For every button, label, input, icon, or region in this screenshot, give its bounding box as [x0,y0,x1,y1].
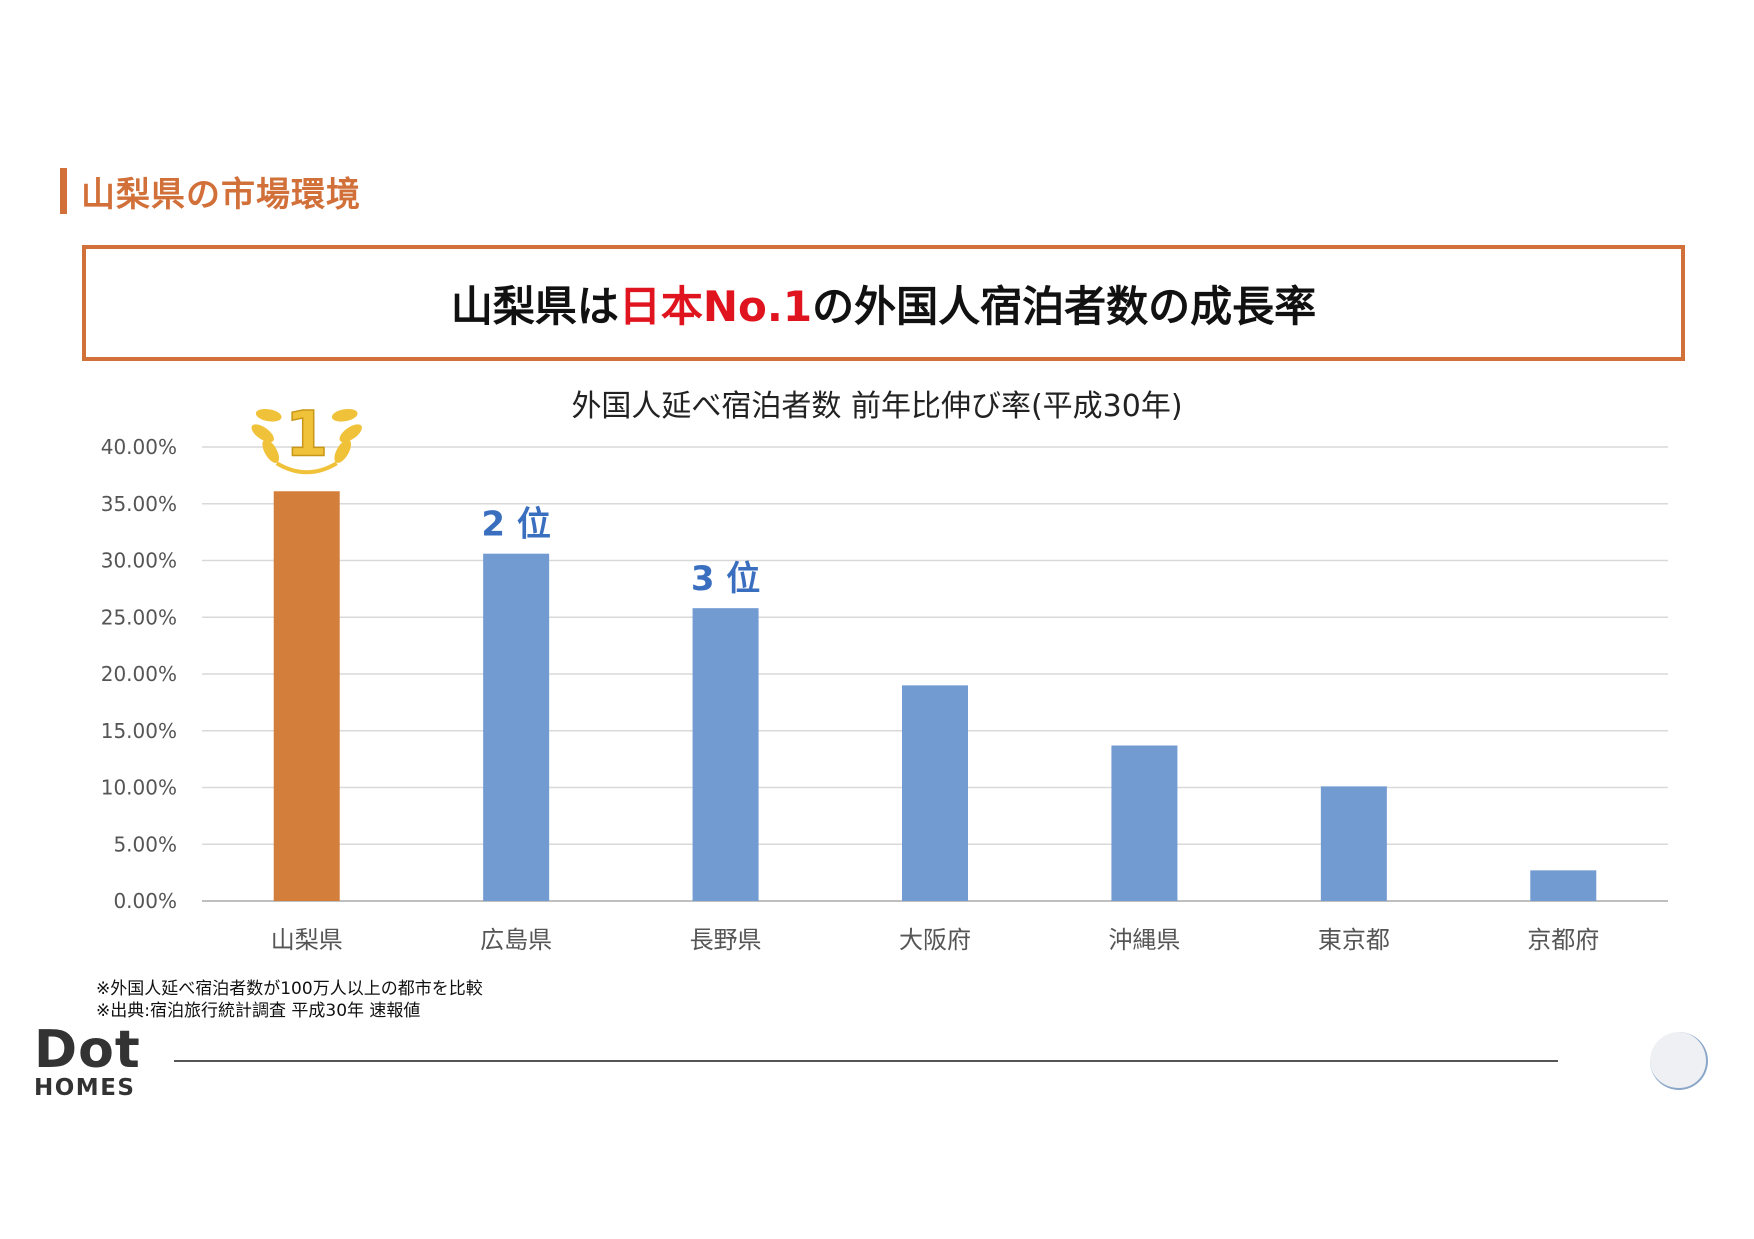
bar [273,491,340,901]
rank-1-numeral: 1 [285,397,328,470]
section-title: 山梨県の市場環境 [60,168,361,215]
section-title-text: 山梨県の市場環境 [81,174,361,215]
headline-part1: 山梨県は [450,281,619,331]
bar [1111,745,1178,901]
y-tick-label: 35.00% [101,492,177,516]
x-tick-label: 京都府 [1527,926,1599,954]
x-tick-label: 東京都 [1318,926,1390,954]
x-tick-label: 長野県 [690,926,762,954]
y-tick-label: 10.00% [101,776,177,800]
y-tick-label: 15.00% [101,719,177,743]
logo-sub: HOMES [34,1075,136,1101]
bar-chart: 外国人延べ宿泊者数 前年比伸び率(平成30年) 0.00%5.00%10.00%… [101,389,1668,954]
rank-labels: 1 2 位 3 位 [251,397,761,599]
logo-main: Dot [34,1020,141,1080]
grid-lines [202,446,1668,902]
laurel-leaf [331,408,358,422]
y-tick-label: 5.00% [113,832,177,856]
note-1: ※外国人延べ宿泊者数が100万人以上の都市を比較 [96,979,483,999]
laurel-leaf [262,439,280,463]
y-axis-ticks: 0.00% 5.00% 10.00% 15.00% 20.00% 25.00% 30.00%… [101,435,177,913]
laurel-leaf [251,424,274,443]
x-tick-label: 広島県 [480,926,552,954]
x-axis-ticks: 山梨県 広島県 長野県 大阪府 沖縄県 東京都 京都府 [271,926,1600,954]
x-tick-label: 沖縄県 [1108,926,1180,954]
y-tick-label: 25.00% [101,605,177,629]
rank-label: 2 位 [481,505,551,545]
footer-divider [174,1060,1558,1062]
bar [1320,786,1387,901]
laurel-leaf [255,408,282,422]
note-2: ※出典:宿泊旅行統計調査 平成30年 速報値 [96,1001,421,1021]
headline-box: 山梨県は日本No.1の外国人宿泊者数の成長率 [82,245,1685,361]
notes: ※外国人延べ宿泊者数が100万人以上の都市を比較 ※出典:宿泊旅行統計調査 平成… [96,978,483,1022]
laurel-stem [275,461,338,475]
section-accent-bar [60,168,67,214]
rank-label: 3 位 [691,559,761,599]
gold-medal-icon: 1 [251,397,362,475]
bar [1530,870,1597,901]
laurel-leaf [334,439,352,463]
headline-part2: の外国人宿泊者数の成長率 [812,281,1317,331]
bars [273,491,1597,901]
page-indicator-circle [1650,1032,1708,1090]
x-tick-label: 山梨県 [271,926,343,954]
bar [902,685,968,901]
x-tick-label: 大阪府 [899,926,971,954]
headline: 山梨県は日本No.1の外国人宿泊者数の成長率 [451,273,1316,334]
bar [483,553,550,901]
y-tick-label: 30.00% [101,549,177,573]
dot-homes-logo: Dot HOMES [34,1024,141,1100]
bar [692,608,759,901]
y-tick-label: 20.00% [101,662,177,686]
chart-title: 外国人延べ宿泊者数 前年比伸び率(平成30年) [571,389,1182,424]
y-tick-label: 40.00% [101,435,177,459]
headline-accent: 日本No.1 [618,281,813,331]
y-tick-label: 0.00% [113,889,177,913]
laurel-leaf [339,424,362,443]
